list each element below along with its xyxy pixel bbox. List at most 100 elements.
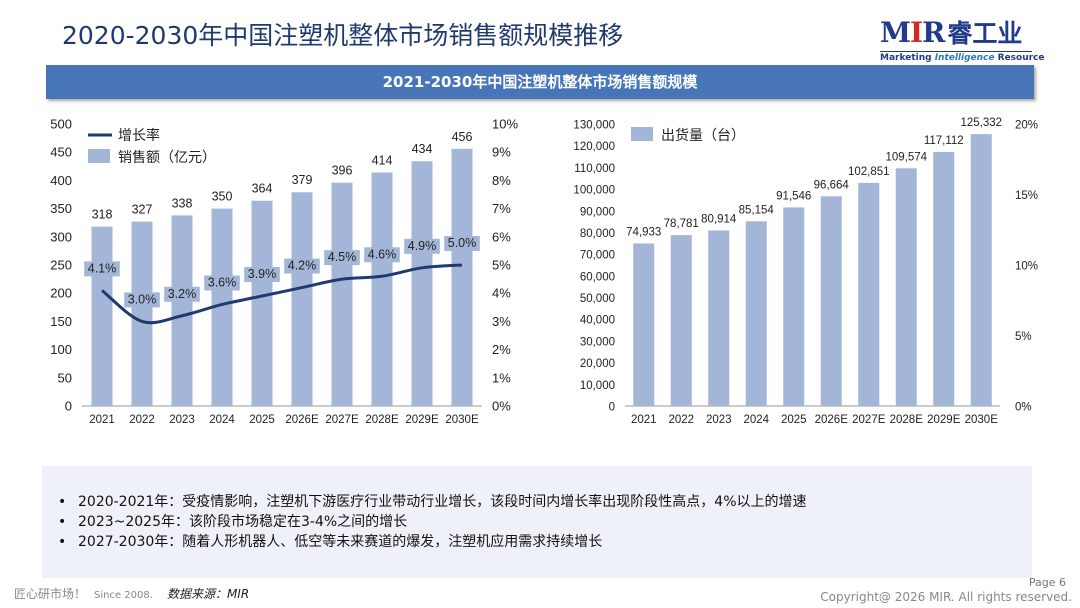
bar: [708, 230, 730, 406]
line-data-label: 3.6%: [208, 275, 237, 289]
logo-mir-text: MIR: [880, 16, 945, 49]
bar-data-label: 327: [132, 203, 153, 217]
y2-tick-label: 20%: [1015, 120, 1038, 132]
note-item: 2027-2030年：随着人形机器人、低空等未来赛道的爆发，注塑机应用需求持续增…: [58, 532, 1032, 552]
page-title: 2020-2030年中国注塑机整体市场销售额规模推移: [62, 21, 624, 50]
bar-data-label: 396: [332, 164, 353, 178]
x-tick-label: 2028E: [365, 414, 399, 426]
y2-tick-label: 1%: [492, 370, 511, 385]
y-tick-label: 70,000: [580, 250, 615, 262]
y-tick-label: 50: [58, 370, 72, 385]
y2-tick-label: 10%: [1015, 261, 1038, 273]
y-tick-label: 20,000: [580, 358, 615, 370]
copyright: Copyright@ 2026 MIR. All rights reserved…: [820, 590, 1072, 604]
bar-data-label: 414: [372, 154, 393, 168]
y-tick-label: 50,000: [580, 293, 615, 305]
bar-data-label: 78,781: [664, 218, 699, 230]
line-label-bg: [204, 275, 240, 291]
bar-data-label: 109,574: [885, 151, 927, 163]
bar: [933, 151, 955, 406]
x-tick-label: 2027E: [852, 414, 886, 426]
y2-tick-label: 7%: [492, 201, 511, 216]
bar-data-label: 350: [212, 190, 233, 204]
y2-tick-label: 9%: [492, 145, 511, 160]
bar-data-label: 80,914: [701, 213, 737, 225]
y-tick-label: 450: [50, 145, 72, 160]
bar-data-label: 91,546: [776, 190, 811, 202]
y-tick-label: 130,000: [573, 120, 615, 132]
y-tick-label: 80,000: [580, 228, 615, 240]
line-data-label: 4.9%: [408, 239, 437, 253]
y-tick-label: 100,000: [573, 185, 615, 197]
line-label-bg: [324, 250, 360, 266]
x-tick-label: 2026E: [815, 414, 849, 426]
y-tick-label: 90,000: [580, 206, 615, 218]
line-label-bg: [84, 261, 120, 277]
x-tick-label: 2029E: [927, 414, 961, 426]
legend-bar-swatch: [631, 127, 653, 141]
y-tick-label: 250: [50, 258, 72, 273]
note-item: 2023~2025年：该阶段市场稳定在3-4%之间的增长: [58, 512, 1032, 532]
x-tick-label: 2021: [89, 414, 115, 426]
bar: [670, 235, 692, 406]
line-data-label: 3.2%: [168, 287, 197, 301]
bar: [411, 161, 433, 406]
x-tick-label: 2029E: [405, 414, 439, 426]
legend-label: 增长率: [118, 127, 160, 144]
y2-tick-label: 0%: [492, 399, 511, 414]
bar-data-label: 434: [412, 142, 433, 156]
line-label-bg: [284, 258, 320, 274]
legend-label: 出货量（台）: [661, 127, 745, 144]
x-tick-label: 2023: [706, 414, 732, 426]
y-tick-label: 100: [50, 342, 72, 357]
y-tick-label: 0: [609, 402, 615, 414]
x-tick-label: 2027E: [325, 414, 359, 426]
bar-data-label: 379: [292, 173, 313, 187]
growth-rate-line: [101, 263, 463, 325]
x-tick-label: 2026E: [285, 414, 319, 426]
bar: [91, 226, 113, 406]
logo-cn-text: 睿工业: [947, 19, 1023, 48]
line-label-bg: [164, 286, 200, 302]
bar-data-label: 338: [172, 196, 193, 210]
x-tick-label: 2024: [743, 414, 769, 426]
bar: [171, 215, 193, 406]
x-tick-label: 2022: [129, 414, 155, 426]
line-label-bg: [444, 236, 480, 251]
bar: [291, 192, 313, 406]
x-tick-label: 2023: [169, 414, 195, 426]
bar-data-label: 318: [92, 208, 113, 222]
legend-label: 销售额（亿元）: [118, 150, 216, 166]
line-data-label: 4.1%: [88, 261, 117, 275]
x-tick-label: 2025: [781, 414, 807, 426]
bar: [331, 182, 353, 406]
line-label-bg: [404, 238, 440, 254]
bar: [895, 168, 917, 406]
line-data-label: 4.5%: [328, 250, 357, 264]
bar: [970, 134, 992, 406]
bar: [633, 243, 655, 406]
y2-tick-label: 0%: [1015, 402, 1032, 414]
line-label-bg: [124, 292, 160, 308]
note-item: 2020-2021年：受疫情影响，注塑机下游医疗行业带动行业增长，该段时间内增长…: [58, 492, 1032, 512]
bar-data-label: 74,933: [626, 226, 661, 238]
bar: [451, 148, 473, 407]
bar-data-label: 96,664: [814, 179, 850, 191]
page-number: Page 6: [1028, 576, 1066, 589]
bar: [371, 172, 393, 406]
y2-tick-label: 5%: [1015, 331, 1032, 343]
notes-box: 2020-2021年：受疫情影响，注塑机下游医疗行业带动行业增长，该段时间内增长…: [42, 466, 1032, 578]
bar-data-label: 117,112: [924, 135, 964, 147]
y-tick-label: 110,000: [574, 163, 615, 175]
chart-banner: 2021-2030年中国注塑机整体市场销售额规模: [46, 65, 1034, 99]
y2-tick-label: 3%: [492, 314, 511, 329]
bar-data-label: 85,154: [739, 204, 775, 216]
x-tick-label: 2028E: [890, 414, 924, 426]
line-data-label: 4.2%: [288, 259, 317, 273]
y-tick-label: 40,000: [580, 315, 615, 327]
bar: [251, 200, 273, 406]
y2-tick-label: 10%: [492, 117, 518, 132]
y-tick-label: 350: [50, 201, 72, 216]
x-tick-label: 2030E: [445, 414, 479, 426]
bar-data-label: 102,851: [848, 166, 890, 178]
